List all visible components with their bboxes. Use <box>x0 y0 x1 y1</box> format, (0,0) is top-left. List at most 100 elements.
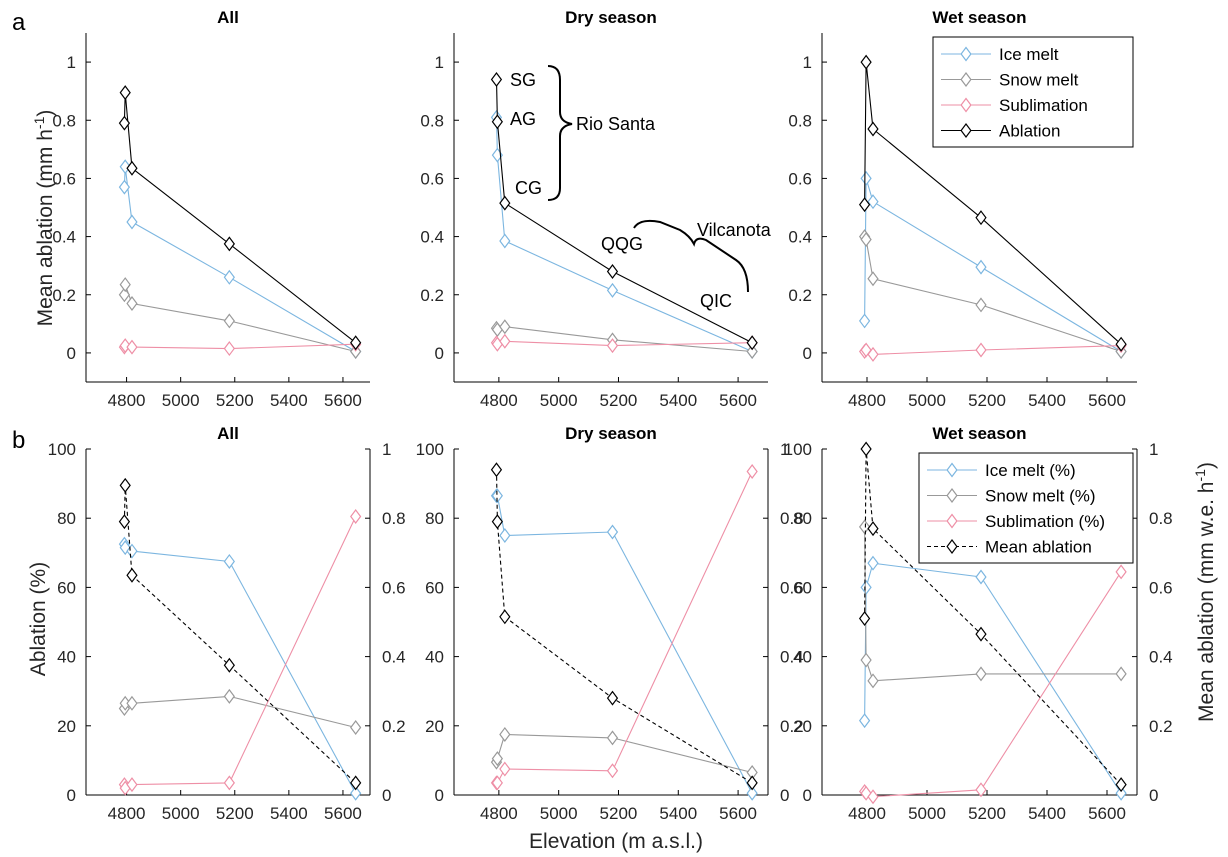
legend-marker-ice <box>946 462 958 478</box>
data-point-sub <box>975 342 987 358</box>
y-tick-label: 60 <box>57 578 76 597</box>
y-tick-label: 100 <box>48 440 76 459</box>
annotation-rio-santa: Rio Santa <box>576 114 656 134</box>
y2-tick-label: 1 <box>1149 440 1158 459</box>
legend-marker-sub <box>960 97 972 113</box>
data-point-abl <box>491 514 503 530</box>
y-tick-label: 1 <box>435 53 444 72</box>
y-tick-label: 0 <box>435 786 444 805</box>
data-point-abl <box>223 236 235 252</box>
y-tick-label: 0 <box>435 344 444 363</box>
x-tick-label: 5400 <box>270 391 308 410</box>
x-tick-label: 5200 <box>600 391 638 410</box>
data-point-snow <box>350 720 362 736</box>
chart-b-1: Dry season 4800 5000 5200 5400 5600 0 20 40 60 80 1… <box>416 424 804 823</box>
y-tick-label: 40 <box>793 648 812 667</box>
data-point-sub <box>746 463 758 479</box>
series-line-snow <box>123 284 356 353</box>
y-tick-label: 0.2 <box>788 286 812 305</box>
legend-label-sub: Sublimation <box>999 96 1088 115</box>
data-point-sub <box>499 333 511 349</box>
panel-letter-b: b <box>12 427 25 454</box>
chart-title: All <box>217 8 239 27</box>
y2-tick-label: 1 <box>780 440 789 459</box>
data-point-snow <box>606 730 619 746</box>
data-point-snow <box>223 313 235 329</box>
x-tick-label: 5200 <box>968 804 1006 823</box>
chart-title: All <box>217 424 239 443</box>
data-point-ice <box>858 313 871 329</box>
x-tick-label: 5600 <box>1088 391 1126 410</box>
y2-tick-label: 0.6 <box>1149 578 1173 597</box>
data-point-abl <box>1115 777 1127 793</box>
chart-title: Wet season <box>932 424 1026 443</box>
data-point-sub <box>975 782 987 798</box>
y2-tick-label: 0.4 <box>780 648 804 667</box>
legend: Ice melt Snow melt Sublimation Ablation <box>932 36 1134 148</box>
chart-a-0: All 4800 5000 5200 5400 5600 0 0.2 0.4 0.6 0.8 1 <box>52 8 370 410</box>
annotations: SG AG CG Rio Santa QQG QIC Vilcanota <box>510 65 772 311</box>
data-point-ice <box>975 259 987 275</box>
panel-letter-a: a <box>12 9 26 36</box>
data-point-abl <box>119 477 131 493</box>
data-point-abl <box>499 609 511 625</box>
y-tick-label: 0 <box>67 786 76 805</box>
data-point-abl <box>860 54 872 70</box>
legend-marker-snow <box>946 488 958 503</box>
x-tick-label: 5600 <box>1088 804 1126 823</box>
data-point-snow <box>746 343 758 359</box>
annotation-vilcanota: Vilcanota <box>697 220 772 240</box>
data-point-snow <box>858 519 871 535</box>
x-tick-label: 5000 <box>908 804 946 823</box>
series-line-snow <box>495 733 753 774</box>
chart-b-0: All 4800 5000 5200 5400 5600 0 20 40 60 80 100 0 0.2 0… <box>48 424 406 823</box>
legend-label-ice: Ice melt <box>999 45 1059 64</box>
y-tick-label: 0.6 <box>52 169 76 188</box>
data-point-ice <box>606 282 619 298</box>
y-tick-label: 0.2 <box>420 286 444 305</box>
data-point-ice <box>860 170 872 186</box>
data-point-ice <box>223 269 235 285</box>
y-tick-label: 0.4 <box>52 228 76 247</box>
data-point-ice <box>975 569 987 585</box>
data-point-ice <box>860 579 872 595</box>
data-point-ice <box>867 555 879 571</box>
annotation-qic: QIC <box>700 291 732 311</box>
x-tick-label: 4800 <box>848 391 886 410</box>
y2-tick-label: 0 <box>382 786 391 805</box>
legend-label-abl: Mean ablation <box>985 538 1092 557</box>
legend-marker-abl <box>946 539 958 554</box>
data-point-ice <box>499 528 511 543</box>
data-point-abl <box>746 775 758 791</box>
y-tick-label: 0.6 <box>420 169 444 188</box>
data-point-snow <box>975 666 987 682</box>
annotation-cg: CG <box>515 178 542 198</box>
y2-tick-label: 0.4 <box>1149 648 1173 667</box>
y-tick-label: 40 <box>425 648 444 667</box>
data-point-snow <box>491 751 503 767</box>
data-point-abl <box>867 121 879 137</box>
data-point-abl <box>490 72 503 88</box>
data-point-abl <box>1115 336 1127 352</box>
data-point-abl <box>350 335 362 351</box>
x-tick-label: 5400 <box>659 804 697 823</box>
x-tick-label: 5000 <box>540 804 578 823</box>
y-tick-label: 0.4 <box>420 228 444 247</box>
annotation-sg: SG <box>510 70 536 90</box>
x-tick-label: 4800 <box>848 804 886 823</box>
x-tick-label: 4800 <box>108 391 146 410</box>
data-point-sub <box>499 761 511 777</box>
data-point-snow <box>1115 666 1127 682</box>
y-tick-label: 0.6 <box>788 169 812 188</box>
x-tick-label: 5200 <box>968 391 1006 410</box>
data-point-abl <box>499 195 511 211</box>
y-tick-label: 100 <box>784 440 812 459</box>
data-point-snow <box>118 287 131 303</box>
legend-marker-snow <box>960 72 972 87</box>
x-tick-label: 5200 <box>216 804 254 823</box>
series-line-snow <box>123 695 356 729</box>
x-tick-label: 5400 <box>659 391 697 410</box>
y-tick-label: 0 <box>803 786 812 805</box>
x-tick-label: 5400 <box>270 804 308 823</box>
